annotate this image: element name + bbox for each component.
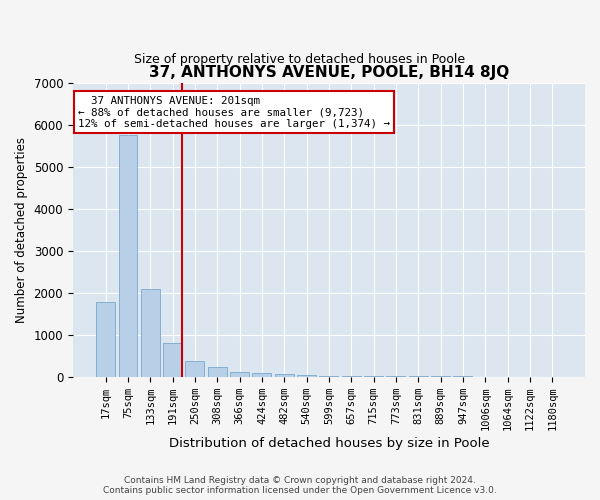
Y-axis label: Number of detached properties: Number of detached properties [15,136,28,322]
Bar [253,373,271,376]
Bar [96,302,115,376]
Text: 37 ANTHONYS AVENUE: 201sqm
← 88% of detached houses are smaller (9,723)
12% of s: 37 ANTHONYS AVENUE: 201sqm ← 88% of deta… [78,96,390,129]
Bar [185,360,205,376]
Text: Contains HM Land Registry data © Crown copyright and database right 2024.
Contai: Contains HM Land Registry data © Crown c… [103,476,497,495]
Bar [275,374,294,376]
Bar [208,366,227,376]
Bar [163,343,182,376]
X-axis label: Distribution of detached houses by size in Poole: Distribution of detached houses by size … [169,437,489,450]
Bar [230,372,249,376]
Bar [119,135,137,376]
Text: Size of property relative to detached houses in Poole: Size of property relative to detached ho… [134,52,466,66]
Bar [141,289,160,376]
Title: 37, ANTHONYS AVENUE, POOLE, BH14 8JQ: 37, ANTHONYS AVENUE, POOLE, BH14 8JQ [149,65,509,80]
